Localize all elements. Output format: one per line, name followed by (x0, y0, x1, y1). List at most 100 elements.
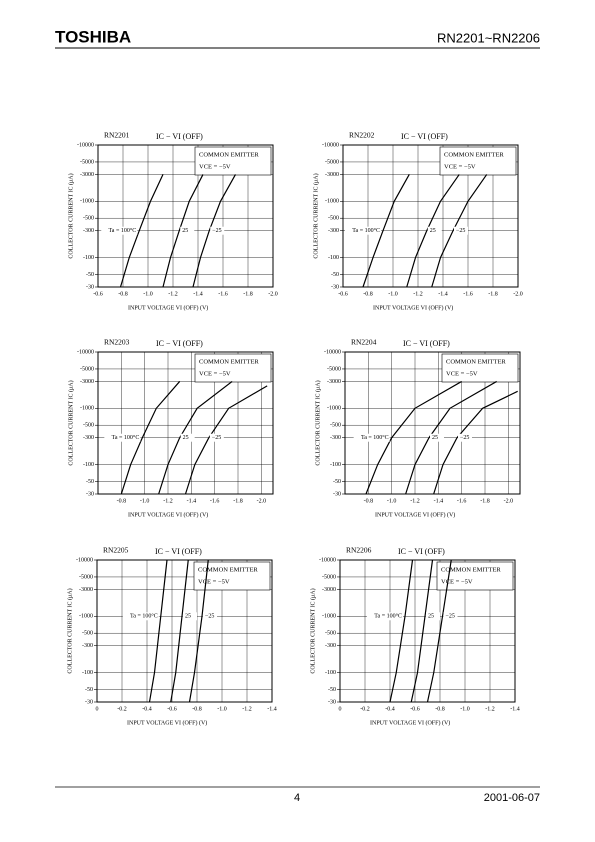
y-axis-label: COLLECTOR CURRENT IC (μA) (66, 588, 73, 673)
series-label: −25 (446, 614, 455, 620)
annotation: VCE = −5V (441, 578, 473, 585)
x-tick-label: -2.0 (513, 291, 523, 297)
x-axis-label: INPUT VOLTAGE VI (OFF) (V) (373, 304, 453, 311)
chart-subtitle: IC − VI (OFF) (401, 132, 448, 141)
y-tick-label: -50 (85, 687, 93, 693)
curve (158, 380, 233, 495)
part-number: RN2201~RN2206 (437, 30, 540, 45)
x-tick-label: -2.0 (268, 291, 278, 297)
series-label-bg (101, 226, 138, 235)
curve (192, 174, 237, 288)
plot-frame (97, 144, 274, 288)
y-tick-label: -3000 (79, 587, 93, 593)
series-label: 25 (430, 228, 436, 234)
x-axis-label: INPUT VOLTAGE VI (OFF) (V) (370, 719, 450, 726)
curve (389, 559, 414, 703)
series-label: 25 (185, 614, 191, 620)
series-label: 25 (432, 435, 438, 441)
y-tick-label: -30 (331, 284, 339, 290)
series-label: Ta = 100°C (374, 613, 402, 620)
annotation: COMMON EMITTER (444, 151, 504, 158)
annotation-box (194, 353, 272, 383)
curve (148, 559, 168, 703)
series-label-bg (210, 226, 225, 235)
chart-subtitle: IC − VI (OFF) (156, 339, 203, 348)
series-label-bg (427, 226, 442, 235)
y-tick-label: -50 (331, 272, 339, 278)
y-tick-label: -5000 (325, 159, 339, 165)
x-axis-label: INPUT VOLTAGE VI (OFF) (V) (375, 511, 455, 518)
y-tick-label: -30 (86, 284, 94, 290)
date: 2001-06-07 (484, 792, 540, 804)
chart-subtitle: IC − VI (OFF) (155, 547, 202, 556)
x-tick-label: 0 (339, 706, 342, 712)
x-tick-label: -0.8 (117, 498, 127, 504)
y-tick-label: -500 (330, 423, 341, 429)
chart-title: RN2203 (104, 338, 130, 347)
x-tick-label: -1.2 (413, 291, 423, 297)
x-tick-label: -2.0 (257, 498, 267, 504)
series-label: Ta = 100°C (109, 227, 137, 234)
x-tick-label: -0.8 (364, 498, 374, 504)
y-tick-label: -1000 (79, 614, 93, 620)
y-tick-label: -500 (325, 631, 336, 637)
y-tick-label: -3000 (80, 172, 94, 178)
y-tick-label: -10000 (77, 142, 94, 148)
series-label-bg (180, 433, 195, 442)
annotation: COMMON EMITTER (198, 566, 258, 573)
annotation-box (441, 353, 519, 383)
plot-frame (342, 144, 519, 288)
y-axis-label: COLLECTOR CURRENT IC (μA) (67, 380, 74, 465)
y-tick-label: -50 (328, 687, 336, 693)
x-tick-label: -1.0 (140, 498, 150, 504)
y-tick-label: -500 (83, 216, 94, 222)
y-axis-label: COLLECTOR CURRENT IC (μA) (314, 380, 321, 465)
y-tick-label: -10000 (322, 142, 339, 148)
series-label-bg (353, 433, 390, 442)
x-tick-label: -1.0 (143, 291, 153, 297)
curve (188, 559, 209, 703)
y-tick-label: -1000 (80, 199, 94, 205)
y-tick-label: -5000 (327, 366, 341, 372)
y-tick-label: -100 (83, 462, 94, 468)
plot-frame (96, 559, 273, 703)
y-tick-label: -10000 (76, 557, 93, 563)
series-label-bg (104, 433, 141, 442)
x-tick-label: -1.6 (463, 291, 473, 297)
y-tick-label: -3000 (327, 379, 341, 385)
series-label-bg (183, 612, 197, 621)
series-label-bg (458, 433, 472, 442)
x-tick-label: -1.2 (485, 706, 495, 712)
series-label-bg (203, 612, 217, 621)
x-tick-label: -1.4 (193, 291, 203, 297)
y-tick-label: -100 (83, 255, 94, 261)
chart-title: RN2201 (104, 131, 130, 140)
y-tick-label: -50 (333, 479, 341, 485)
x-tick-label: -1.8 (480, 498, 490, 504)
y-tick-label: -300 (328, 228, 339, 234)
annotation: VCE = −5V (446, 370, 478, 377)
y-axis-label: COLLECTOR CURRENT IC (μA) (309, 588, 316, 673)
curve (362, 174, 410, 288)
y-tick-label: -1000 (80, 406, 94, 412)
y-tick-label: -5000 (79, 574, 93, 580)
x-axis-label: INPUT VOLTAGE VI (OFF) (V) (128, 511, 208, 518)
y-tick-label: -10000 (324, 349, 341, 355)
curve (433, 390, 518, 495)
curve (365, 380, 462, 495)
chart-title: RN2202 (349, 131, 375, 140)
series-label: 25 (428, 614, 434, 620)
y-tick-label: -300 (325, 643, 336, 649)
y-tick-label: -30 (86, 491, 94, 497)
series-label-bg (122, 612, 159, 621)
y-tick-label: -300 (82, 643, 93, 649)
y-tick-label: -300 (330, 435, 341, 441)
x-tick-label: -1.8 (243, 291, 253, 297)
x-tick-label: -1.6 (218, 291, 228, 297)
x-tick-label: -0.4 (385, 706, 395, 712)
series-label-bg (209, 433, 224, 442)
series-label-bg (345, 226, 381, 235)
annotation-box (439, 146, 517, 176)
